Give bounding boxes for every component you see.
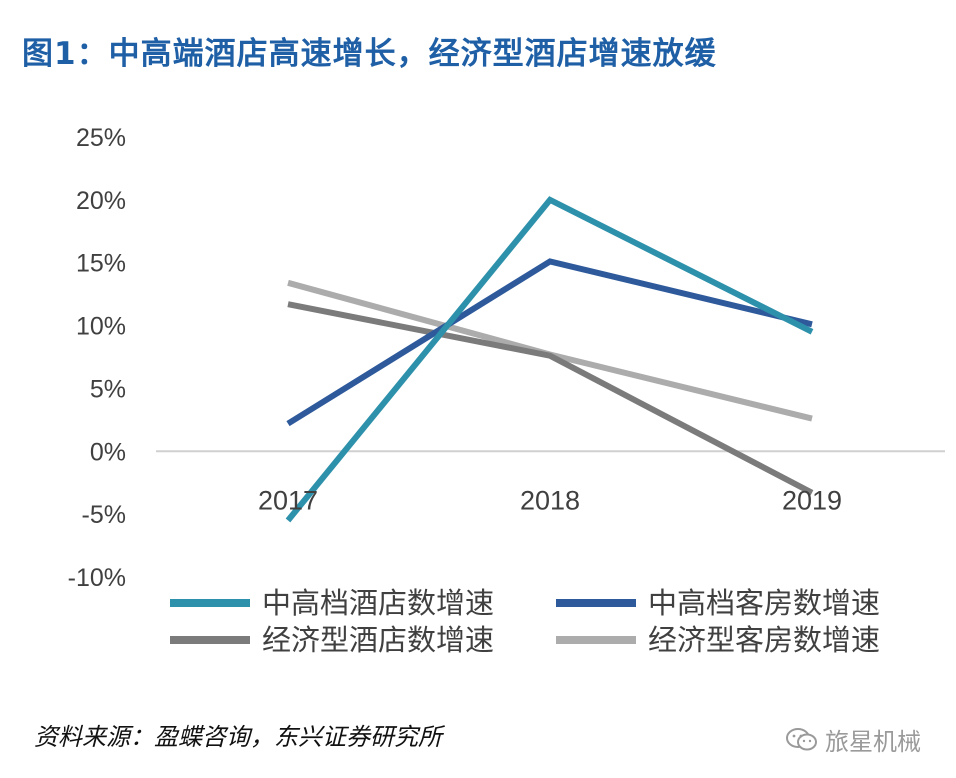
y-tick-label: -10% xyxy=(68,564,126,592)
legend-label: 中高档酒店数增速 xyxy=(262,586,494,620)
chart-title: 图1：中高端酒店高速增长，经济型酒店增速放缓 xyxy=(22,36,717,72)
legend-label: 经济型酒店数增速 xyxy=(262,623,494,657)
legend-label: 中高档客房数增速 xyxy=(648,586,880,620)
y-tick-label: 5% xyxy=(90,375,126,403)
watermark-text: 旅星机械 xyxy=(825,728,921,756)
y-tick-label: 10% xyxy=(76,313,126,341)
legend-label: 经济型客房数增速 xyxy=(648,623,880,657)
x-tick-label: 2017 xyxy=(258,485,318,515)
x-axis-tick-labels: 2017 2018 2019 xyxy=(258,485,842,515)
y-tick-label: 15% xyxy=(76,250,126,278)
y-tick-label: 0% xyxy=(90,438,126,466)
wechat-icon xyxy=(785,727,819,753)
source-note: 资料来源：盈蝶咨询，东兴证券研究所 xyxy=(34,723,442,751)
y-tick-label: 25% xyxy=(76,124,126,152)
watermark: 旅星机械 xyxy=(785,722,921,757)
y-tick-label: 20% xyxy=(76,187,126,215)
line-chart: 25% 20% 15% 10% 5% 0% -5% -10% 2017 2018 2019 中高档… xyxy=(68,124,945,657)
series-lines xyxy=(285,196,814,523)
y-tick-label: -5% xyxy=(82,501,126,529)
series-line-0 xyxy=(285,196,814,523)
x-tick-label: 2018 xyxy=(520,485,580,515)
y-axis-tick-labels: 25% 20% 15% 10% 5% 0% -5% -10% xyxy=(68,124,126,592)
x-tick-label: 2019 xyxy=(782,485,842,515)
